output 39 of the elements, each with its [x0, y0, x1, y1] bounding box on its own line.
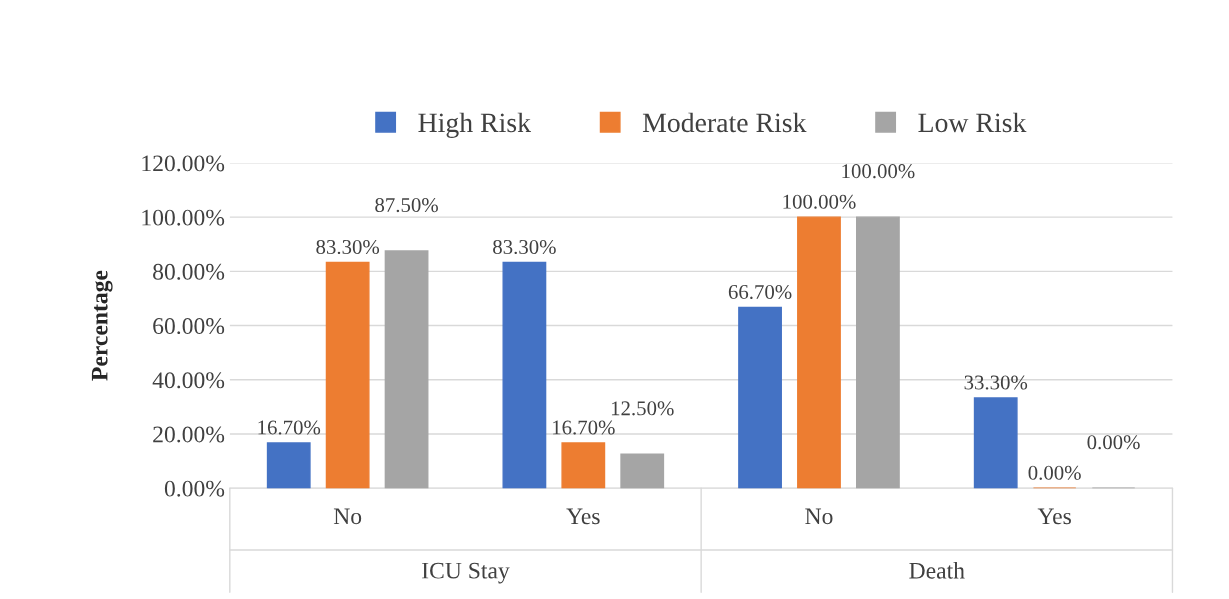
bar [620, 453, 665, 489]
bar [561, 442, 606, 489]
bar [973, 397, 1018, 489]
y-tick-label: 40.00% [152, 372, 225, 389]
bar [384, 250, 429, 489]
y-tick-label: 100.00% [142, 209, 225, 226]
bar [855, 216, 900, 489]
bar [266, 442, 311, 489]
data-label: 87.50% [375, 198, 438, 213]
bar [325, 261, 370, 489]
y-tick-label: 120.00% [142, 155, 225, 172]
y-axis-title: Percentage [91, 270, 113, 381]
data-label: 100.00% [842, 164, 915, 179]
text: Death [909, 562, 965, 579]
data-label: 16.70% [258, 420, 321, 435]
y-tick-label: 20.00% [153, 426, 225, 443]
y-tick-label: 80.00% [153, 263, 225, 280]
data-label: 100.00% [783, 194, 856, 209]
y-tick-label: 0.00% [164, 480, 225, 497]
data-label: 0.00% [1087, 435, 1140, 450]
data-label: 12.50% [611, 401, 674, 416]
x-tick-label: Yes [566, 508, 600, 525]
text: ICU Stay [422, 562, 510, 584]
data-label: 83.30% [316, 239, 380, 255]
data-label: 66.70% [728, 284, 792, 300]
data-label: 83.30% [493, 239, 556, 255]
bar [502, 261, 547, 489]
x-tick-label: No [805, 508, 833, 525]
legend-label: Low Risk [918, 112, 1027, 133]
x-tick-label: No [333, 508, 362, 525]
data-label: 33.30% [964, 375, 1028, 390]
legend-label: Moderate Risk [642, 112, 807, 133]
data-label: 0.00% [1028, 465, 1081, 480]
y-tick-label: 60.00% [153, 318, 225, 335]
bar [738, 306, 782, 489]
data-label: 16.70% [553, 420, 615, 435]
bar [797, 216, 841, 489]
x-tick-label: Yes [1037, 508, 1071, 525]
legend-label: High Risk [418, 112, 532, 138]
